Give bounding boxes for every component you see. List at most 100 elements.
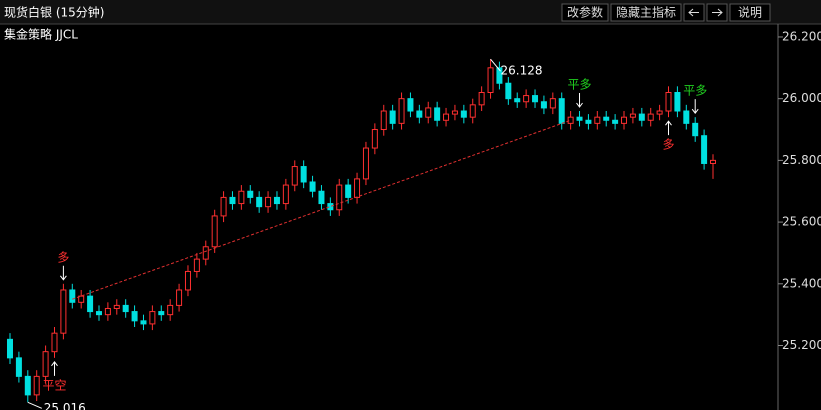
candle-body bbox=[265, 196, 272, 208]
candle-body bbox=[131, 311, 138, 322]
candle-body bbox=[594, 116, 601, 124]
extreme-pointer bbox=[27, 401, 42, 409]
candle-body bbox=[434, 107, 441, 121]
candle-body bbox=[202, 246, 209, 260]
candle-body bbox=[389, 110, 396, 124]
button-frame[interactable] bbox=[729, 3, 771, 22]
signal-arrow bbox=[691, 99, 699, 115]
candle-body bbox=[523, 95, 530, 103]
candle-body bbox=[220, 196, 227, 217]
candle-body bbox=[176, 289, 183, 306]
candle-body bbox=[612, 119, 619, 124]
candle-body bbox=[647, 113, 654, 121]
button[interactable]: 隐藏主指标 bbox=[616, 5, 676, 20]
y-tick-label: 26.200 bbox=[782, 29, 821, 43]
candle-body bbox=[247, 190, 254, 198]
candle-body bbox=[398, 98, 405, 124]
candle-body bbox=[327, 203, 334, 211]
candle-body bbox=[122, 304, 129, 313]
candle-body bbox=[60, 289, 67, 334]
button[interactable]: 改参数 bbox=[567, 5, 603, 20]
candle-body bbox=[576, 116, 583, 121]
signal-arrow bbox=[576, 93, 583, 108]
candle-body bbox=[514, 98, 521, 103]
candle-body bbox=[238, 190, 245, 205]
candle-body bbox=[683, 110, 690, 124]
candle-body bbox=[104, 307, 111, 316]
y-tick-label: 25.600 bbox=[782, 215, 821, 229]
candle-body bbox=[211, 215, 218, 248]
candle-body bbox=[549, 98, 556, 109]
signal-arrow bbox=[51, 361, 58, 376]
candle-body bbox=[229, 196, 236, 205]
candle-body bbox=[710, 159, 716, 164]
candle-body bbox=[460, 110, 467, 118]
candle-body bbox=[487, 67, 494, 93]
candle-body bbox=[273, 196, 280, 205]
candle-body bbox=[505, 82, 512, 100]
candle-body bbox=[167, 304, 174, 316]
candle-body bbox=[496, 67, 503, 84]
candle-body bbox=[87, 295, 94, 313]
candle-body bbox=[540, 101, 547, 109]
prev-button[interactable] bbox=[683, 3, 705, 22]
candle-body bbox=[603, 116, 610, 121]
signal-label: 多 bbox=[662, 138, 674, 152]
candle-body bbox=[184, 270, 191, 291]
candle-body bbox=[469, 104, 476, 118]
signal-label: 平多 bbox=[683, 84, 707, 98]
extreme-label: 25.016 bbox=[44, 401, 86, 410]
candle-body bbox=[451, 110, 458, 115]
candle-body bbox=[15, 357, 22, 377]
candle-body bbox=[371, 129, 378, 149]
y-tick-label: 25.800 bbox=[782, 153, 821, 167]
candle-body bbox=[558, 98, 565, 124]
candle-body bbox=[638, 113, 645, 121]
candle-body bbox=[300, 166, 307, 183]
candle-body bbox=[336, 184, 343, 211]
candle-body bbox=[149, 311, 156, 325]
signal-label: 多 bbox=[57, 250, 69, 264]
candle-body bbox=[407, 98, 414, 112]
candle-body bbox=[692, 122, 699, 137]
extreme-label: 26.128 bbox=[501, 64, 543, 78]
button-frame[interactable] bbox=[561, 3, 609, 22]
candle-body bbox=[665, 91, 672, 112]
candle-body bbox=[532, 95, 539, 103]
chart-title: 现货白银 (15分钟) bbox=[4, 5, 104, 20]
candle-body bbox=[42, 351, 49, 377]
button[interactable]: 说明 bbox=[738, 5, 762, 20]
candle-body bbox=[345, 184, 352, 198]
candle-body bbox=[51, 332, 58, 353]
candle-body bbox=[282, 184, 289, 205]
candle-body bbox=[69, 289, 76, 303]
candle-body bbox=[656, 110, 663, 115]
candle-body bbox=[256, 196, 263, 208]
candle-body bbox=[362, 147, 369, 180]
candle-body bbox=[443, 113, 450, 121]
candle-body bbox=[567, 116, 574, 124]
candle-body bbox=[416, 110, 423, 118]
chart-subtitle: 集金策略 JJCL bbox=[4, 27, 78, 42]
y-tick-label: 25.400 bbox=[782, 276, 821, 290]
candle-body bbox=[674, 91, 681, 112]
candle-body bbox=[95, 311, 102, 316]
candle-body bbox=[33, 375, 40, 396]
candle-body bbox=[425, 107, 432, 118]
extreme-pointer bbox=[490, 58, 501, 72]
candle-body bbox=[193, 258, 200, 272]
candle-body bbox=[78, 295, 85, 303]
candle-body bbox=[318, 190, 325, 205]
trend-line bbox=[72, 119, 571, 300]
candle-body bbox=[24, 375, 31, 396]
button-frame[interactable] bbox=[610, 3, 682, 22]
candle-body bbox=[629, 113, 636, 118]
signal-label: 平多 bbox=[568, 78, 592, 92]
next-button[interactable] bbox=[706, 3, 728, 22]
candle-body bbox=[158, 311, 165, 316]
candle-body bbox=[478, 91, 485, 106]
candle-body bbox=[701, 135, 708, 164]
candle-body bbox=[621, 116, 628, 124]
